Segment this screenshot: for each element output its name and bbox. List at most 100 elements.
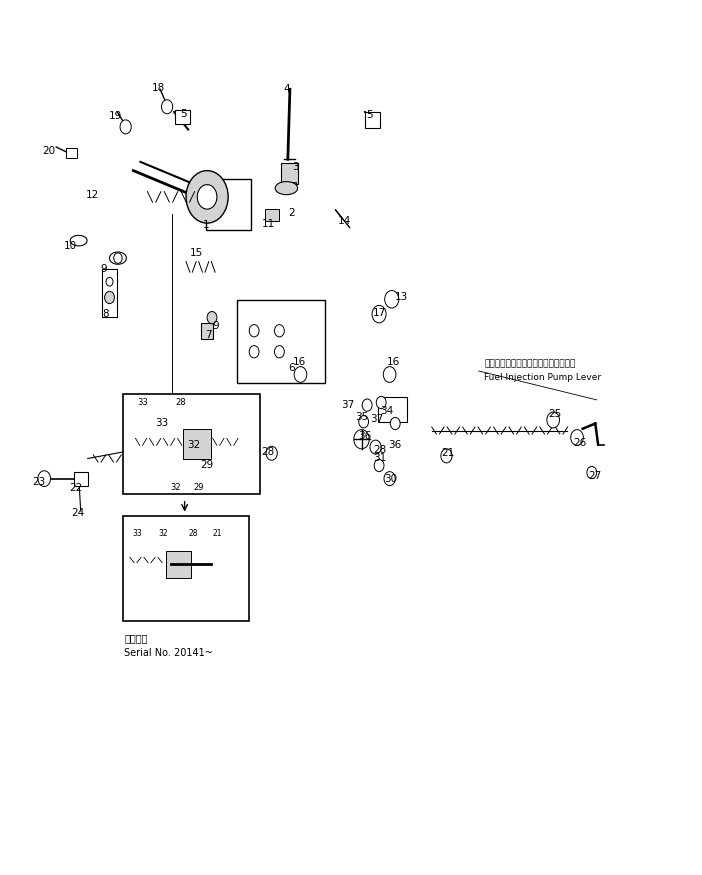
Circle shape bbox=[362, 399, 372, 411]
Circle shape bbox=[354, 430, 369, 449]
Circle shape bbox=[385, 290, 399, 308]
Bar bbox=[265, 209, 279, 220]
Text: 24: 24 bbox=[72, 507, 84, 518]
Circle shape bbox=[249, 346, 259, 358]
Bar bbox=[102, 269, 117, 317]
Bar bbox=[123, 394, 260, 494]
Circle shape bbox=[372, 305, 386, 323]
Text: 35: 35 bbox=[355, 411, 368, 422]
Text: 6: 6 bbox=[289, 362, 296, 373]
Bar bbox=[237, 300, 325, 383]
Text: 29: 29 bbox=[194, 483, 204, 492]
Circle shape bbox=[194, 561, 204, 573]
Text: 4: 4 bbox=[283, 84, 290, 94]
Circle shape bbox=[370, 440, 381, 454]
Circle shape bbox=[390, 417, 400, 430]
Text: 28: 28 bbox=[373, 444, 386, 455]
Text: 19: 19 bbox=[110, 110, 122, 121]
Text: 11: 11 bbox=[262, 219, 274, 229]
Text: 33: 33 bbox=[132, 529, 142, 538]
Text: 22: 22 bbox=[69, 483, 82, 493]
Text: 32: 32 bbox=[170, 483, 181, 492]
Text: 28: 28 bbox=[188, 529, 198, 538]
Text: 36: 36 bbox=[359, 430, 371, 441]
Circle shape bbox=[374, 459, 384, 472]
Text: フェルインジェクションポンプレバー: フェルインジェクションポンプレバー bbox=[484, 360, 576, 368]
Text: 34: 34 bbox=[380, 406, 393, 416]
Text: 23: 23 bbox=[32, 477, 45, 487]
Text: 5: 5 bbox=[366, 109, 373, 120]
Circle shape bbox=[383, 367, 396, 382]
Text: 37: 37 bbox=[371, 414, 383, 424]
Circle shape bbox=[294, 367, 307, 382]
Circle shape bbox=[359, 416, 369, 428]
Circle shape bbox=[587, 466, 597, 479]
Text: 2: 2 bbox=[289, 207, 296, 218]
Text: 7: 7 bbox=[205, 330, 212, 340]
Circle shape bbox=[571, 430, 583, 445]
Bar bbox=[176, 110, 190, 124]
Bar bbox=[365, 112, 380, 128]
Ellipse shape bbox=[275, 182, 298, 195]
Text: 9: 9 bbox=[212, 320, 219, 331]
Circle shape bbox=[161, 100, 173, 114]
Text: 31: 31 bbox=[373, 452, 386, 463]
Text: 18: 18 bbox=[152, 82, 165, 93]
Text: 3: 3 bbox=[292, 162, 299, 172]
Text: 32: 32 bbox=[187, 439, 200, 450]
Text: 21: 21 bbox=[442, 448, 454, 458]
Text: 37: 37 bbox=[342, 400, 355, 410]
Bar bbox=[283, 182, 296, 187]
Circle shape bbox=[384, 472, 395, 486]
Text: 27: 27 bbox=[589, 471, 602, 481]
Circle shape bbox=[208, 438, 220, 454]
Text: 1: 1 bbox=[203, 220, 210, 230]
Text: 25: 25 bbox=[549, 409, 562, 419]
Circle shape bbox=[38, 471, 51, 487]
Text: 15: 15 bbox=[190, 248, 203, 258]
Text: 29: 29 bbox=[201, 459, 213, 470]
Text: 21: 21 bbox=[213, 529, 223, 538]
Bar bbox=[378, 397, 407, 422]
Text: Fuel Injection Pump Lever: Fuel Injection Pump Lever bbox=[484, 373, 602, 382]
Text: 28: 28 bbox=[175, 398, 186, 407]
Text: 12: 12 bbox=[86, 190, 98, 200]
Text: 適用号機: 適用号機 bbox=[124, 634, 147, 643]
Bar bbox=[123, 516, 249, 621]
Bar bbox=[201, 323, 213, 339]
Circle shape bbox=[274, 346, 284, 358]
Text: Serial No. 20141~: Serial No. 20141~ bbox=[124, 648, 213, 657]
Circle shape bbox=[547, 412, 559, 428]
Circle shape bbox=[106, 277, 113, 286]
Bar bbox=[183, 429, 211, 459]
Text: 32: 32 bbox=[159, 529, 168, 538]
Circle shape bbox=[207, 312, 217, 324]
Text: 16: 16 bbox=[293, 357, 305, 368]
Bar bbox=[66, 148, 77, 157]
Bar bbox=[166, 551, 191, 578]
Circle shape bbox=[249, 325, 259, 337]
Text: 13: 13 bbox=[395, 292, 408, 303]
Text: 33: 33 bbox=[156, 417, 168, 428]
Text: 14: 14 bbox=[338, 216, 351, 227]
Circle shape bbox=[120, 120, 131, 134]
Text: 5: 5 bbox=[180, 108, 187, 119]
Bar bbox=[74, 472, 88, 486]
Text: 9: 9 bbox=[100, 263, 107, 274]
Circle shape bbox=[266, 446, 277, 460]
Bar bbox=[206, 179, 251, 230]
Bar bbox=[281, 163, 298, 184]
Circle shape bbox=[376, 396, 386, 409]
Text: 26: 26 bbox=[574, 438, 586, 448]
Text: 36: 36 bbox=[389, 439, 402, 450]
Text: 28: 28 bbox=[261, 447, 274, 458]
Text: 10: 10 bbox=[64, 241, 77, 251]
Circle shape bbox=[274, 325, 284, 337]
Text: 20: 20 bbox=[43, 146, 55, 157]
Text: 17: 17 bbox=[373, 308, 386, 318]
Text: 33: 33 bbox=[137, 398, 148, 407]
Circle shape bbox=[168, 438, 180, 454]
Circle shape bbox=[204, 561, 213, 573]
Circle shape bbox=[441, 449, 452, 463]
Text: 8: 8 bbox=[102, 309, 109, 319]
